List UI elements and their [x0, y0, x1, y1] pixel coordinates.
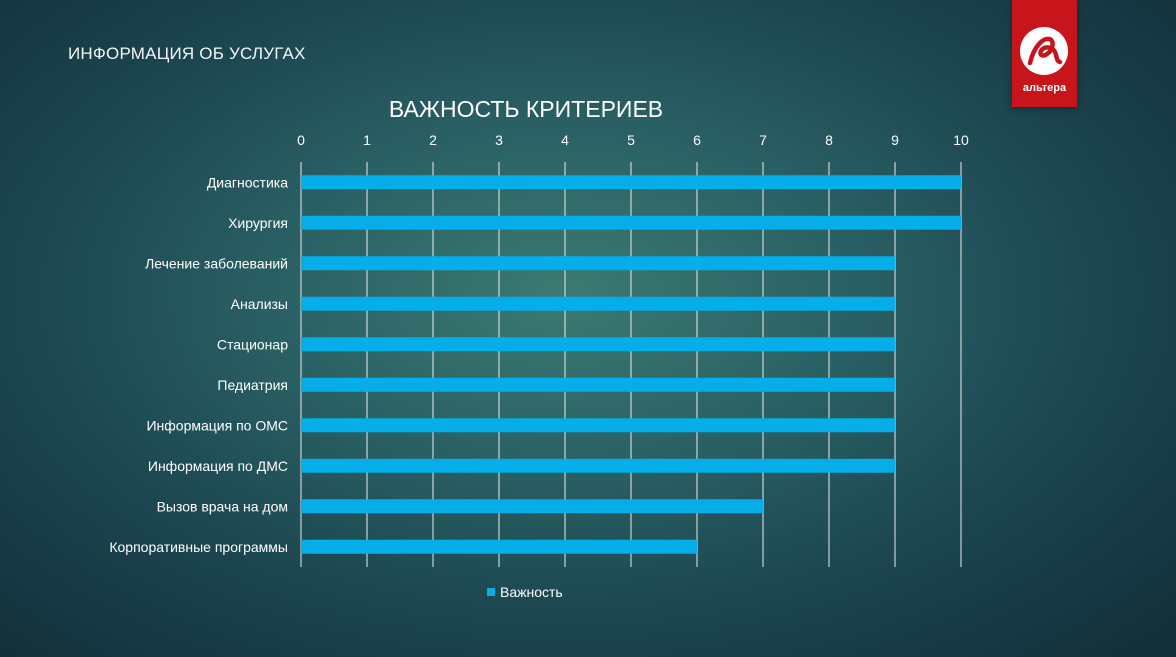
bar: [301, 499, 763, 514]
category-label: Информация по ОМС: [146, 417, 288, 433]
x-tick-label: 2: [429, 132, 437, 148]
category-label: Корпоративные программы: [109, 539, 288, 555]
bar: [301, 296, 895, 311]
category-label: Анализы: [231, 296, 288, 312]
bar: [301, 377, 895, 392]
category-label: Хирургия: [228, 215, 288, 231]
bar: [301, 458, 895, 473]
x-tick-label: 3: [495, 132, 503, 148]
category-label: Диагностика: [207, 174, 288, 190]
altera-logo-icon: [1020, 27, 1068, 75]
legend-swatch: [487, 588, 495, 596]
x-tick-label: 7: [759, 132, 767, 148]
category-label: Педиатрия: [217, 377, 288, 393]
slide-title: ИНФОРМАЦИЯ ОБ УСЛУГАХ: [68, 44, 306, 63]
x-tick-label: 1: [363, 132, 371, 148]
bar: [301, 215, 961, 230]
chart-title: ВАЖНОСТЬ КРИТЕРИЕВ: [388, 96, 664, 122]
category-label: Информация по ДМС: [148, 458, 288, 474]
bar: [301, 337, 895, 352]
chart-legend: Важность: [487, 584, 563, 600]
logo-text: альтера: [1022, 82, 1067, 94]
bar: [301, 175, 961, 190]
x-tick-label: 6: [693, 132, 701, 148]
x-tick-label: 5: [627, 132, 635, 148]
bar: [301, 256, 895, 271]
category-label: Стационар: [217, 336, 288, 352]
bar: [301, 539, 697, 554]
x-tick-label: 0: [297, 132, 305, 148]
x-tick-label: 4: [561, 132, 569, 148]
legend-label: Важность: [500, 584, 563, 600]
x-tick-label: 9: [891, 132, 899, 148]
x-tick-label: 8: [825, 132, 833, 148]
x-tick-label: 10: [953, 132, 969, 148]
bar: [301, 418, 895, 433]
category-label: Лечение заболеваний: [145, 255, 288, 271]
altera-logo: альтера: [1012, 0, 1077, 107]
category-label: Вызов врача на дом: [157, 498, 288, 514]
